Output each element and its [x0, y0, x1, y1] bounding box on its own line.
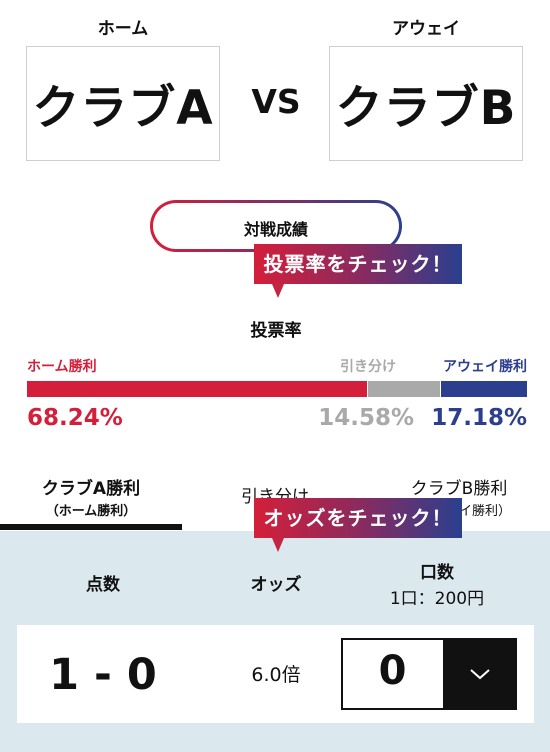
head-to-head-label: 対戦成績 — [153, 203, 399, 249]
away-vote-bar — [441, 381, 527, 397]
vote-callout: 投票率をチェック！ — [254, 244, 462, 284]
tab-home-win-label: クラブA勝利 — [41, 479, 141, 499]
away-team-name: クラブB — [335, 81, 517, 136]
draw-label: 引き分け — [340, 359, 396, 375]
head-to-head-button[interactable]: 対戦成績 — [150, 200, 402, 252]
draw-vote-bar — [368, 381, 440, 397]
home-team-box: クラブA — [26, 46, 220, 161]
score-value: 1 - 0 — [49, 650, 157, 700]
away-vote-pct: 17.18% — [431, 405, 527, 431]
tab-home-win-sub: （ホーム勝利） — [45, 504, 137, 519]
quantity-dropdown-button[interactable] — [443, 638, 517, 710]
home-team-name: クラブA — [32, 81, 214, 136]
chevron-down-icon — [470, 669, 490, 680]
odds-callout: オッズをチェック！ — [254, 498, 462, 538]
vote-callout-tail — [272, 284, 284, 298]
tab-away-win-label: クラブB勝利 — [410, 479, 508, 499]
home-vote-pct: 68.24% — [27, 405, 123, 431]
vs-label: VS — [251, 82, 301, 121]
away-win-label: アウェイ勝利 — [443, 359, 527, 375]
draw-vote-pct: 14.58% — [318, 405, 414, 431]
away-label: アウェイ — [392, 19, 460, 39]
home-vote-bar — [27, 381, 367, 397]
qty-column-header: 口数 1口：200円 — [364, 558, 510, 609]
quantity-value: 0 — [378, 648, 407, 694]
active-tab-indicator — [0, 524, 182, 530]
vote-rate-title: 投票率 — [250, 321, 302, 341]
tab-home-win[interactable]: クラブA勝利 （ホーム勝利） — [0, 474, 182, 519]
odds-callout-tail — [272, 538, 284, 552]
odds-column-header: オッズ — [250, 575, 302, 595]
score-column-header: 点数 — [86, 575, 120, 595]
qty-column-title: 口数 — [420, 563, 454, 583]
home-win-label: ホーム勝利 — [27, 359, 97, 375]
away-team-box: クラブB — [329, 46, 523, 161]
qty-unit-price: 1口：200円 — [389, 589, 485, 609]
home-label: ホーム — [97, 19, 149, 39]
odds-value: 6.0倍 — [251, 664, 301, 686]
